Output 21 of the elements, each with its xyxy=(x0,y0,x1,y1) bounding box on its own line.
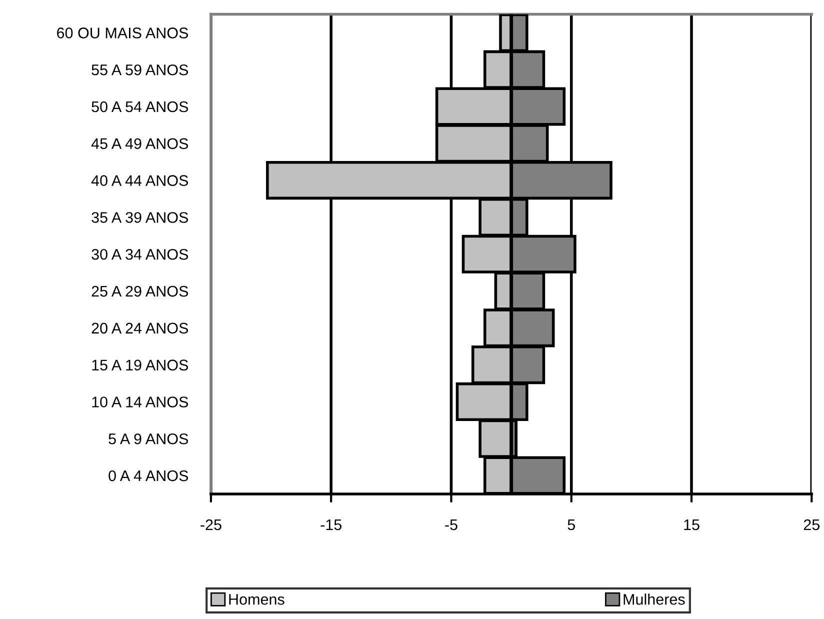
y-tick-label: 5 A 9 ANOS xyxy=(108,433,188,444)
y-tick-label: 20 A 24 ANOS xyxy=(92,322,188,334)
legend-label: Mulheres xyxy=(624,594,685,605)
y-tick-label: 55 A 59 ANOS xyxy=(92,64,188,76)
x-tick-label: -25 xyxy=(200,519,222,530)
y-tick-label: 10 A 14 ANOS xyxy=(92,396,188,408)
y-tick-label: 60 OU MAIS ANOS xyxy=(57,28,188,38)
y-tick-label: 15 A 19 ANOS xyxy=(92,360,188,370)
y-tick-label: 40 A 44 ANOS xyxy=(91,175,188,186)
x-tick-label: 5 xyxy=(568,520,575,530)
y-tick-label: 45 A 49 ANOS xyxy=(91,138,188,150)
x-tick-label: 25 xyxy=(804,519,820,530)
y-tick-label: 30 A 34 ANOS xyxy=(92,248,188,260)
y-tick-label: 35 A 39 ANOS xyxy=(92,212,188,223)
x-tick-label: 15 xyxy=(684,520,700,530)
x-tick-label: -5 xyxy=(445,520,458,530)
x-tick-label: -15 xyxy=(320,520,342,530)
y-tick-label: 0 A 4 ANOS xyxy=(108,470,188,482)
y-tick-label: 50 A 54 ANOS xyxy=(92,101,188,112)
y-tick-label: 25 A 29 ANOS xyxy=(92,286,188,297)
legend-label: Homens xyxy=(229,594,284,605)
